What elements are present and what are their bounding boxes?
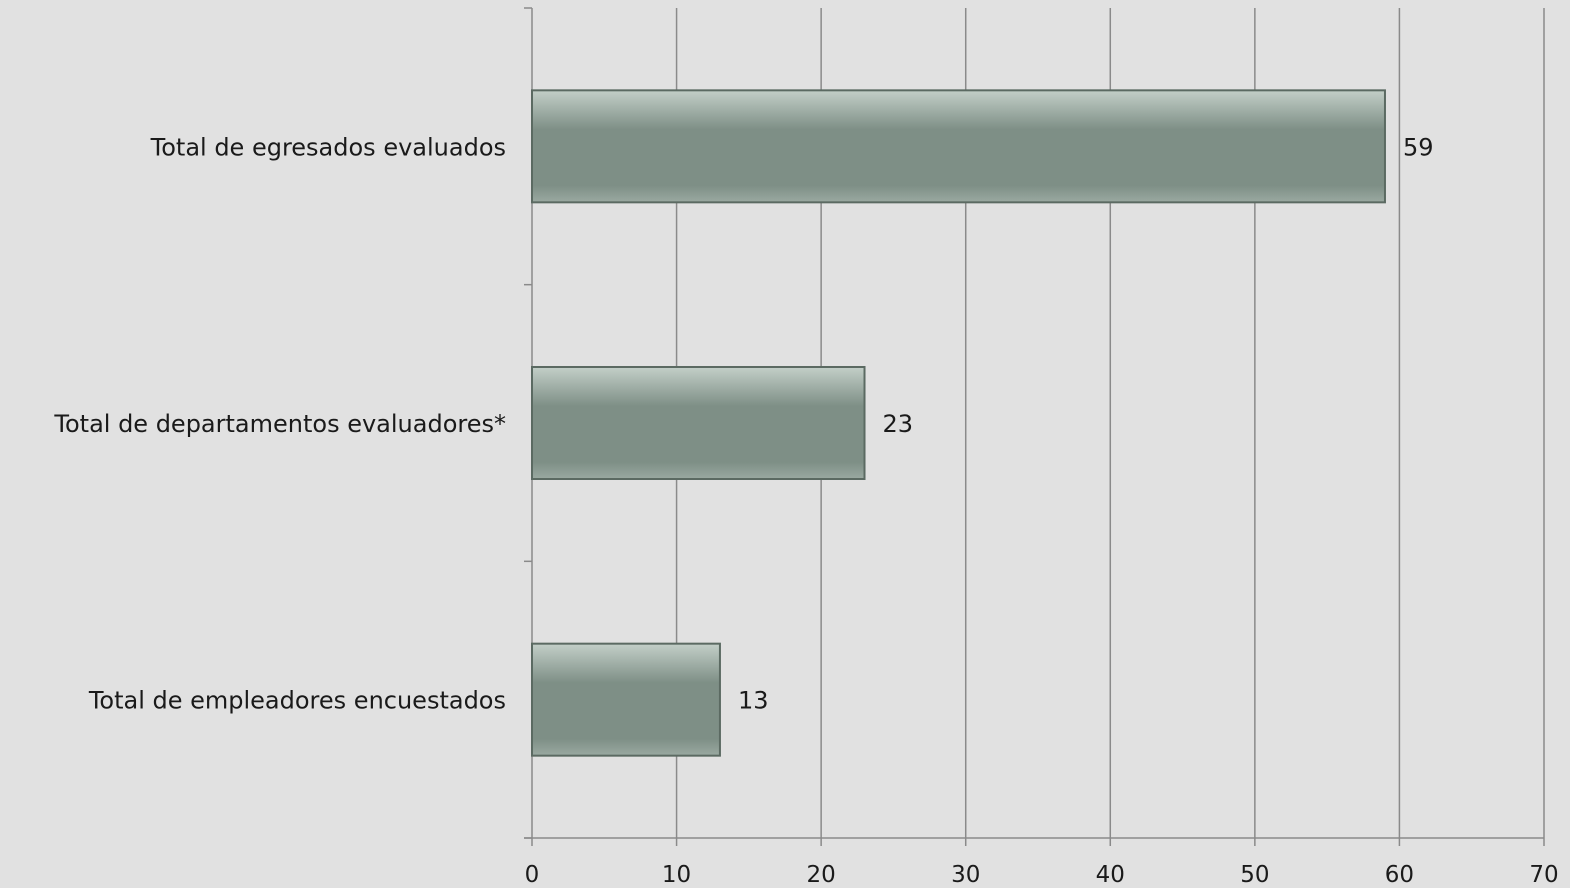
labels: 0 10 20 30 40 50 60 70 59 Total de egresados eval… bbox=[53, 133, 1558, 888]
x-tick-label-40: 40 bbox=[1096, 862, 1125, 888]
x-tick-label-20: 20 bbox=[807, 862, 836, 888]
x-tick-label-30: 30 bbox=[951, 862, 980, 888]
x-tick-label-70: 70 bbox=[1529, 862, 1558, 888]
value-label-1: 23 bbox=[883, 410, 914, 438]
value-label-0: 59 bbox=[1403, 133, 1434, 161]
x-tick-label-50: 50 bbox=[1240, 862, 1269, 888]
bar-2 bbox=[532, 644, 720, 756]
bar-1 bbox=[532, 367, 865, 479]
bars bbox=[532, 90, 1385, 755]
category-label-2: Total de empleadores encuestados bbox=[88, 687, 506, 715]
bar-0 bbox=[532, 90, 1385, 202]
x-tick-label-10: 10 bbox=[662, 862, 691, 888]
category-label-1: Total de departamentos evaluadores* bbox=[53, 410, 506, 438]
value-label-2: 13 bbox=[738, 687, 769, 715]
x-tick-label-60: 60 bbox=[1385, 862, 1414, 888]
category-label-0: Total de egresados evaluados bbox=[150, 133, 506, 161]
x-tick-label-0: 0 bbox=[525, 862, 540, 888]
